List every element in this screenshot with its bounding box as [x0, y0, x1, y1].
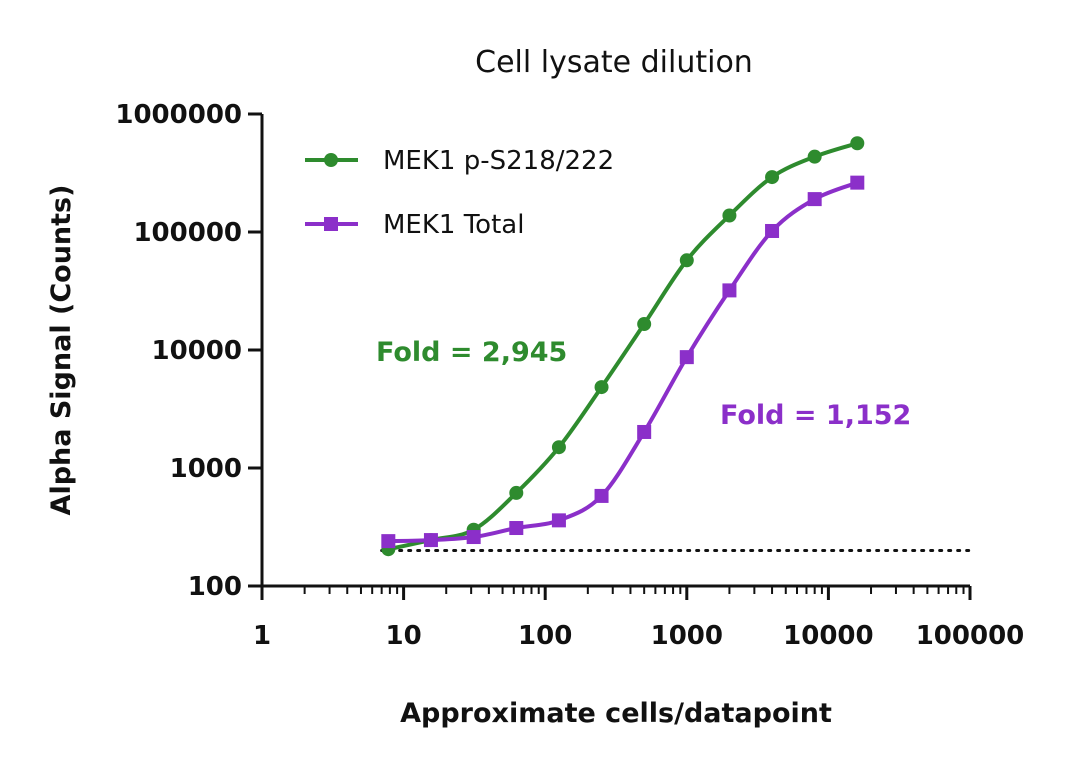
- data-point-circle: [509, 485, 524, 500]
- x-tick-label: 10000: [783, 621, 873, 651]
- data-point-square: [551, 513, 566, 528]
- data-point-circle: [765, 170, 780, 185]
- data-point-square: [466, 530, 481, 545]
- legend-label-1: MEK1 Total: [383, 210, 524, 240]
- data-point-circle: [722, 208, 737, 223]
- x-tick-label: 1: [253, 621, 271, 651]
- data-point-square: [381, 534, 396, 549]
- data-point-circle: [850, 136, 865, 151]
- chart-title: Cell lysate dilution: [475, 45, 753, 80]
- x-tick-label: 1000: [651, 621, 723, 651]
- legend-marker-1: [324, 217, 338, 231]
- data-point-square: [637, 424, 652, 439]
- x-tick-label: 100: [518, 621, 572, 651]
- x-tick-label: 10: [386, 621, 422, 651]
- data-point-square: [722, 283, 737, 298]
- data-point-circle: [594, 380, 609, 395]
- x-tick-label: 100000: [916, 621, 1025, 651]
- x-axis-label: Approximate cells/datapoint: [400, 698, 832, 729]
- legend-marker-0: [324, 153, 338, 167]
- data-point-circle: [637, 317, 652, 332]
- data-point-circle: [807, 149, 822, 164]
- y-axis-label: Alpha Signal (Counts): [46, 185, 77, 516]
- data-point-square: [509, 521, 524, 536]
- data-point-circle: [679, 253, 694, 268]
- legend: MEK1 p-S218/222 MEK1 Total: [305, 146, 614, 240]
- data-point-square: [423, 533, 438, 548]
- annotation-fold-purple: Fold = 1,152: [720, 400, 911, 431]
- data-point-square: [850, 175, 865, 190]
- data-point-square: [807, 192, 822, 207]
- data-point-circle: [551, 440, 566, 455]
- data-point-square: [765, 223, 780, 238]
- y-tick-label: 1000: [170, 454, 242, 484]
- y-tick-label: 100: [188, 572, 242, 602]
- data-point-square: [679, 350, 694, 365]
- data-point-square: [594, 488, 609, 503]
- y-tick-label: 1000000: [115, 100, 242, 130]
- annotation-fold-green: Fold = 2,945: [376, 337, 567, 368]
- y-tick-label: 10000: [152, 336, 242, 366]
- y-tick-label: 100000: [133, 218, 242, 248]
- legend-label-0: MEK1 p-S218/222: [383, 146, 614, 176]
